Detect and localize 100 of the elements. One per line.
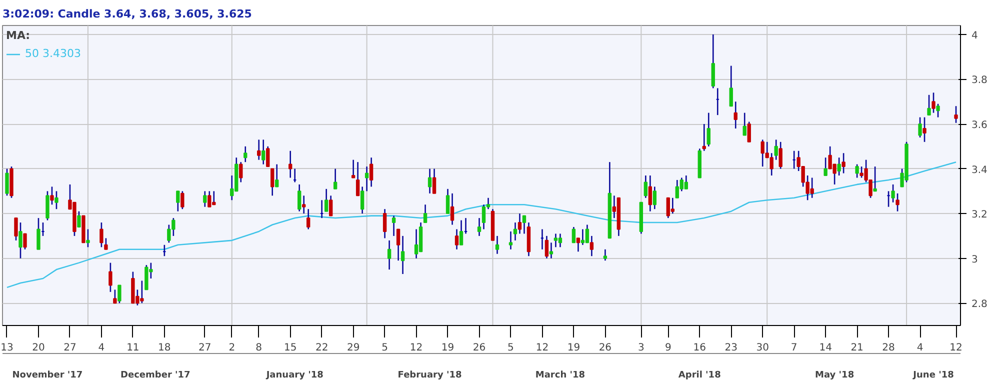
candlestick	[572, 226, 576, 244]
candlestick	[360, 186, 364, 214]
x-tick-label: 19	[567, 342, 580, 354]
candlestick	[18, 222, 22, 259]
candlestick	[918, 116, 922, 138]
candlestick	[729, 65, 733, 107]
x-tick-label: 4	[98, 342, 105, 354]
x-tick-label: 4	[916, 342, 924, 354]
y-tick-label: 3.6	[972, 120, 988, 132]
candlestick	[508, 230, 513, 250]
candlestick	[180, 190, 184, 210]
x-tick-label: 14	[819, 342, 832, 354]
candlestick	[302, 195, 306, 214]
candlestick	[100, 222, 104, 248]
candlestick	[262, 139, 266, 165]
candlestick	[270, 168, 274, 196]
candlestick	[324, 188, 328, 212]
candlestick	[644, 174, 648, 199]
candlestick	[328, 195, 333, 216]
x-tick-label: 23	[724, 342, 738, 354]
candlestick	[652, 186, 657, 210]
x-tick-label: 18	[158, 342, 171, 354]
candlestick	[297, 184, 302, 212]
x-tick-label: 27	[64, 342, 76, 354]
candlestick	[356, 161, 360, 196]
x-tick-label: 7	[790, 342, 798, 354]
legend-title: MA:	[6, 29, 32, 42]
x2-tick-label: April '18	[678, 370, 721, 380]
candlestick	[482, 204, 486, 230]
y-tick-label: 3.2	[972, 210, 988, 221]
x-tick-label: 22	[315, 342, 328, 354]
x-tick-label: 12	[410, 342, 423, 354]
candlestick	[774, 139, 778, 160]
candlestick	[459, 220, 464, 246]
x-tick-label: 11	[126, 342, 140, 354]
candlestick	[842, 152, 846, 174]
candlestick	[450, 192, 454, 226]
candlestick	[778, 141, 782, 170]
candlestick	[306, 208, 310, 230]
candlestick	[400, 235, 405, 275]
candlestick	[554, 233, 558, 248]
x-tick-label: 3	[638, 342, 644, 354]
candlestick	[670, 197, 674, 214]
candlestick	[203, 190, 207, 208]
candlestick	[576, 238, 580, 252]
x-tick-label: 16	[693, 342, 706, 354]
x2-tick-label: November '17	[12, 370, 83, 380]
candlestick	[873, 166, 877, 192]
candlestick	[711, 34, 715, 89]
x2-tick-label: December '17	[120, 370, 190, 380]
x-tick-label: 5	[382, 342, 388, 354]
x-tick-label: 30	[756, 342, 769, 354]
candlestick	[927, 94, 931, 116]
candlestick	[522, 215, 526, 234]
candlestick	[954, 105, 958, 124]
candlestick	[113, 289, 117, 304]
x-tick-label: 21	[850, 342, 864, 354]
candlestick	[446, 188, 450, 214]
candlestick	[558, 233, 562, 248]
chart-title: 3:02:09: Candle 3.64, 3.68, 3.605, 3.625	[2, 8, 252, 20]
candlestick	[824, 156, 828, 176]
candlestick	[208, 190, 212, 208]
legend-label: 50 3.4303	[25, 47, 81, 60]
candlestick	[364, 166, 369, 192]
x-tick-label: 28	[882, 342, 895, 354]
x-tick-label: 9	[664, 342, 672, 354]
candlestick	[747, 121, 751, 143]
candlestick	[932, 92, 936, 114]
candlestick	[50, 186, 54, 206]
candlestick	[36, 217, 40, 250]
candlestick	[333, 168, 338, 190]
candlestick	[477, 217, 482, 237]
candlestick	[580, 228, 585, 246]
x2-tick-label: May '18	[815, 370, 854, 380]
candlestick	[54, 190, 58, 210]
x-tick-label: 13	[0, 342, 14, 354]
candlestick	[454, 228, 459, 250]
candlestick	[351, 159, 356, 178]
y-tick-label: 3.8	[972, 75, 988, 86]
candlestick	[603, 248, 608, 262]
x-tick-label: 26	[472, 342, 486, 354]
x2-tick-label: June '18	[912, 370, 954, 380]
line-series	[6, 161, 957, 288]
x-tick-label: 15	[284, 342, 297, 354]
candlestick	[549, 242, 554, 259]
candlestick	[922, 116, 926, 143]
y-tick-label: 3	[972, 254, 978, 266]
candlestick	[77, 210, 81, 228]
x-tick-label: 2	[228, 342, 236, 354]
candlestick	[14, 217, 18, 242]
x-tick-label: 29	[346, 342, 360, 354]
candlestick	[518, 212, 522, 234]
candlestick	[46, 190, 50, 221]
candlestick	[382, 208, 387, 239]
candlestick	[118, 284, 122, 304]
x-tick-label: 27	[198, 342, 212, 354]
candlestick	[684, 174, 688, 190]
candlestick	[257, 139, 261, 160]
candlestick	[369, 156, 374, 188]
y-tick-label: 3.4	[972, 164, 988, 176]
